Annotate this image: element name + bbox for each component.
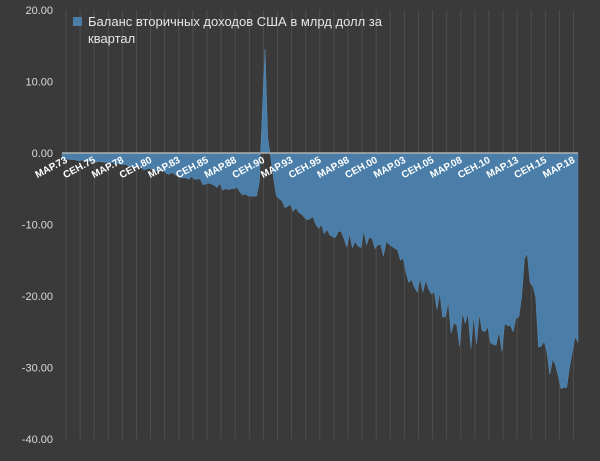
area-series <box>61 49 579 390</box>
y-tick-label: -10.00 <box>22 220 53 232</box>
y-tick-label: 20.00 <box>25 5 53 17</box>
y-tick-label: 10.00 <box>25 77 53 89</box>
y-tick-label: -30.00 <box>22 363 53 375</box>
y-tick-label: 0.00 <box>32 148 53 160</box>
legend-label: Баланс вторичных доходов США в млрд долл… <box>88 14 386 46</box>
legend: Баланс вторичных доходов США в млрд долл… <box>73 14 386 46</box>
y-tick-label: -40.00 <box>22 434 53 446</box>
y-axis-ticks: 20.00 10.00 0.00 -10.00 -20.00 -30.00 -40.00 <box>22 5 53 446</box>
y-tick-label: -20.00 <box>22 291 53 303</box>
legend-swatch <box>73 17 82 26</box>
